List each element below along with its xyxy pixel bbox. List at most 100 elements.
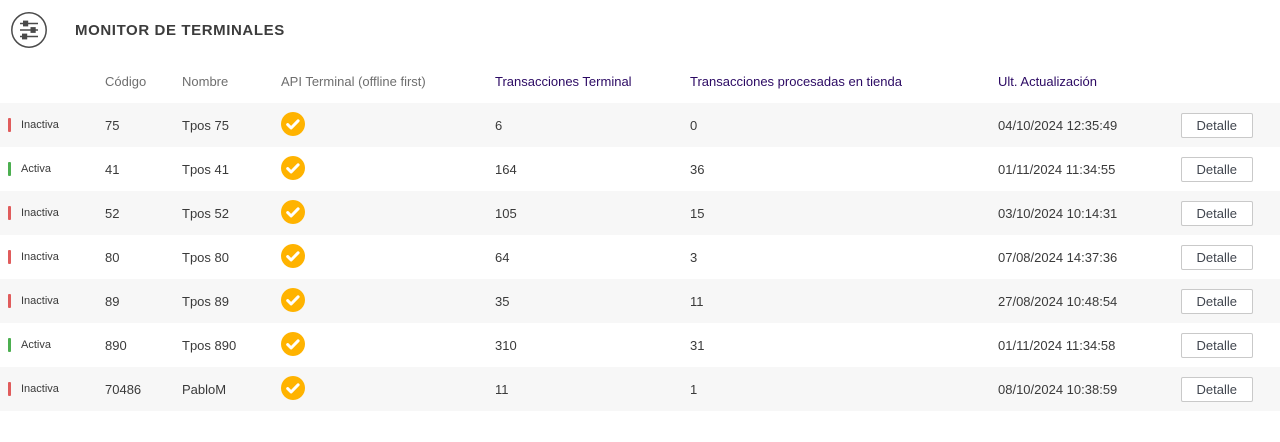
transacciones-tienda-value: 0: [690, 117, 698, 133]
detalle-button[interactable]: Detalle: [1180, 332, 1253, 358]
status-indicator-bar: [8, 118, 11, 132]
column-header-ult-actualizacion: Ult. Actualización: [998, 74, 1097, 89]
detalle-button[interactable]: Detalle: [1180, 112, 1253, 138]
nombre-value: Tpos 890: [182, 337, 237, 353]
codigo-value: 41: [105, 161, 120, 177]
page-header: MONITOR DE TERMINALES: [0, 0, 1280, 49]
status-label: Activa: [21, 163, 51, 175]
detalle-cell: Detalle: [1180, 200, 1253, 226]
check-circle-icon: [281, 287, 305, 312]
api-terminal-cell: [281, 331, 495, 359]
status-cell: Inactiva: [8, 118, 105, 132]
table-header-row: Código Nombre API Terminal (offline firs…: [0, 60, 1280, 103]
column-header-transacciones-terminal: Transacciones Terminal: [495, 74, 632, 89]
detalle-cell: Detalle: [1180, 112, 1253, 138]
detalle-button[interactable]: Detalle: [1180, 200, 1253, 226]
detalle-cell: Detalle: [1180, 332, 1253, 358]
column-header-codigo: Código: [105, 74, 147, 89]
status-indicator-bar: [8, 250, 11, 264]
table-row: Inactiva 75 Tpos 75 6 0 04/10/2024 12:35…: [0, 103, 1280, 147]
sliders-settings-icon[interactable]: [10, 11, 48, 49]
check-circle-icon: [281, 331, 305, 356]
nombre-value: Tpos 41: [182, 161, 229, 177]
detalle-button[interactable]: Detalle: [1180, 244, 1253, 270]
codigo-value: 80: [105, 249, 120, 265]
table-row: Activa 890 Tpos 890 310 31 01/11/2024 11…: [0, 323, 1280, 367]
status-cell: Activa: [8, 338, 105, 352]
check-circle-icon: [281, 375, 305, 400]
status-indicator-bar: [8, 206, 11, 220]
transacciones-tienda-value: 31: [690, 337, 705, 353]
status-indicator-bar: [8, 338, 11, 352]
api-terminal-cell: [281, 287, 495, 315]
detalle-cell: Detalle: [1180, 288, 1253, 314]
codigo-value: 70486: [105, 381, 142, 397]
status-cell: Inactiva: [8, 382, 105, 396]
ultima-actualizacion-value: 01/11/2024 11:34:58: [998, 337, 1116, 353]
status-label: Inactiva: [21, 295, 59, 307]
api-terminal-cell: [281, 111, 495, 139]
status-indicator-bar: [8, 294, 11, 308]
table-row: Activa 41 Tpos 41 164 36 01/11/2024 11:3…: [0, 147, 1280, 191]
transacciones-terminal-value: 64: [495, 249, 510, 265]
table-body: Inactiva 75 Tpos 75 6 0 04/10/2024 12:35…: [0, 103, 1280, 411]
api-terminal-cell: [281, 155, 495, 183]
api-terminal-cell: [281, 199, 495, 227]
table-row: Inactiva 70486 PabloM 11 1 08/10/2024 10…: [0, 367, 1280, 411]
check-circle-icon: [281, 155, 305, 180]
nombre-value: Tpos 52: [182, 205, 229, 221]
codigo-value: 75: [105, 117, 120, 133]
nombre-value: Tpos 89: [182, 293, 229, 309]
nombre-value: Tpos 75: [182, 117, 229, 133]
api-terminal-cell: [281, 375, 495, 403]
status-label: Inactiva: [21, 383, 59, 395]
column-header-nombre: Nombre: [182, 74, 229, 89]
nombre-value: PabloM: [182, 381, 227, 397]
detalle-cell: Detalle: [1180, 376, 1253, 402]
status-cell: Inactiva: [8, 294, 105, 308]
transacciones-tienda-value: 3: [690, 249, 698, 265]
transacciones-terminal-value: 6: [495, 117, 503, 133]
status-indicator-bar: [8, 382, 11, 396]
ultima-actualizacion-value: 01/11/2024 11:34:55: [998, 161, 1116, 177]
table-row: Inactiva 80 Tpos 80 64 3 07/08/2024 14:3…: [0, 235, 1280, 279]
detalle-button[interactable]: Detalle: [1180, 288, 1253, 314]
column-header-api-terminal: API Terminal (offline first): [281, 74, 426, 89]
codigo-value: 89: [105, 293, 120, 309]
codigo-value: 52: [105, 205, 120, 221]
status-label: Inactiva: [21, 119, 59, 131]
ultima-actualizacion-value: 27/08/2024 10:48:54: [998, 293, 1118, 309]
transacciones-tienda-value: 36: [690, 161, 705, 177]
status-label: Activa: [21, 339, 51, 351]
check-circle-icon: [281, 199, 305, 224]
page-title: MONITOR DE TERMINALES: [75, 21, 285, 39]
detalle-button[interactable]: Detalle: [1180, 376, 1253, 402]
ultima-actualizacion-value: 08/10/2024 10:38:59: [998, 381, 1118, 397]
transacciones-terminal-value: 35: [495, 293, 510, 309]
status-indicator-bar: [8, 162, 11, 176]
ultima-actualizacion-value: 07/08/2024 14:37:36: [998, 249, 1118, 265]
transacciones-tienda-value: 1: [690, 381, 698, 397]
ultima-actualizacion-value: 03/10/2024 10:14:31: [998, 205, 1118, 221]
status-cell: Activa: [8, 162, 105, 176]
column-header-transacciones-tienda: Transacciones procesadas en tienda: [690, 74, 902, 89]
transacciones-terminal-value: 310: [495, 337, 517, 353]
detalle-button[interactable]: Detalle: [1180, 156, 1253, 182]
ultima-actualizacion-value: 04/10/2024 12:35:49: [998, 117, 1118, 133]
check-circle-icon: [281, 243, 305, 268]
detalle-cell: Detalle: [1180, 244, 1253, 270]
transacciones-terminal-value: 164: [495, 161, 517, 177]
status-cell: Inactiva: [8, 206, 105, 220]
table-row: Inactiva 52 Tpos 52 105 15 03/10/2024 10…: [0, 191, 1280, 235]
transacciones-tienda-value: 15: [690, 205, 705, 221]
transacciones-terminal-value: 11: [495, 381, 509, 397]
transacciones-tienda-value: 11: [690, 293, 704, 309]
detalle-cell: Detalle: [1180, 156, 1253, 182]
nombre-value: Tpos 80: [182, 249, 229, 265]
status-label: Inactiva: [21, 251, 59, 263]
codigo-value: 890: [105, 337, 127, 353]
transacciones-terminal-value: 105: [495, 205, 517, 221]
table-row: Inactiva 89 Tpos 89 35 11 27/08/2024 10:…: [0, 279, 1280, 323]
check-circle-icon: [281, 111, 305, 136]
status-cell: Inactiva: [8, 250, 105, 264]
